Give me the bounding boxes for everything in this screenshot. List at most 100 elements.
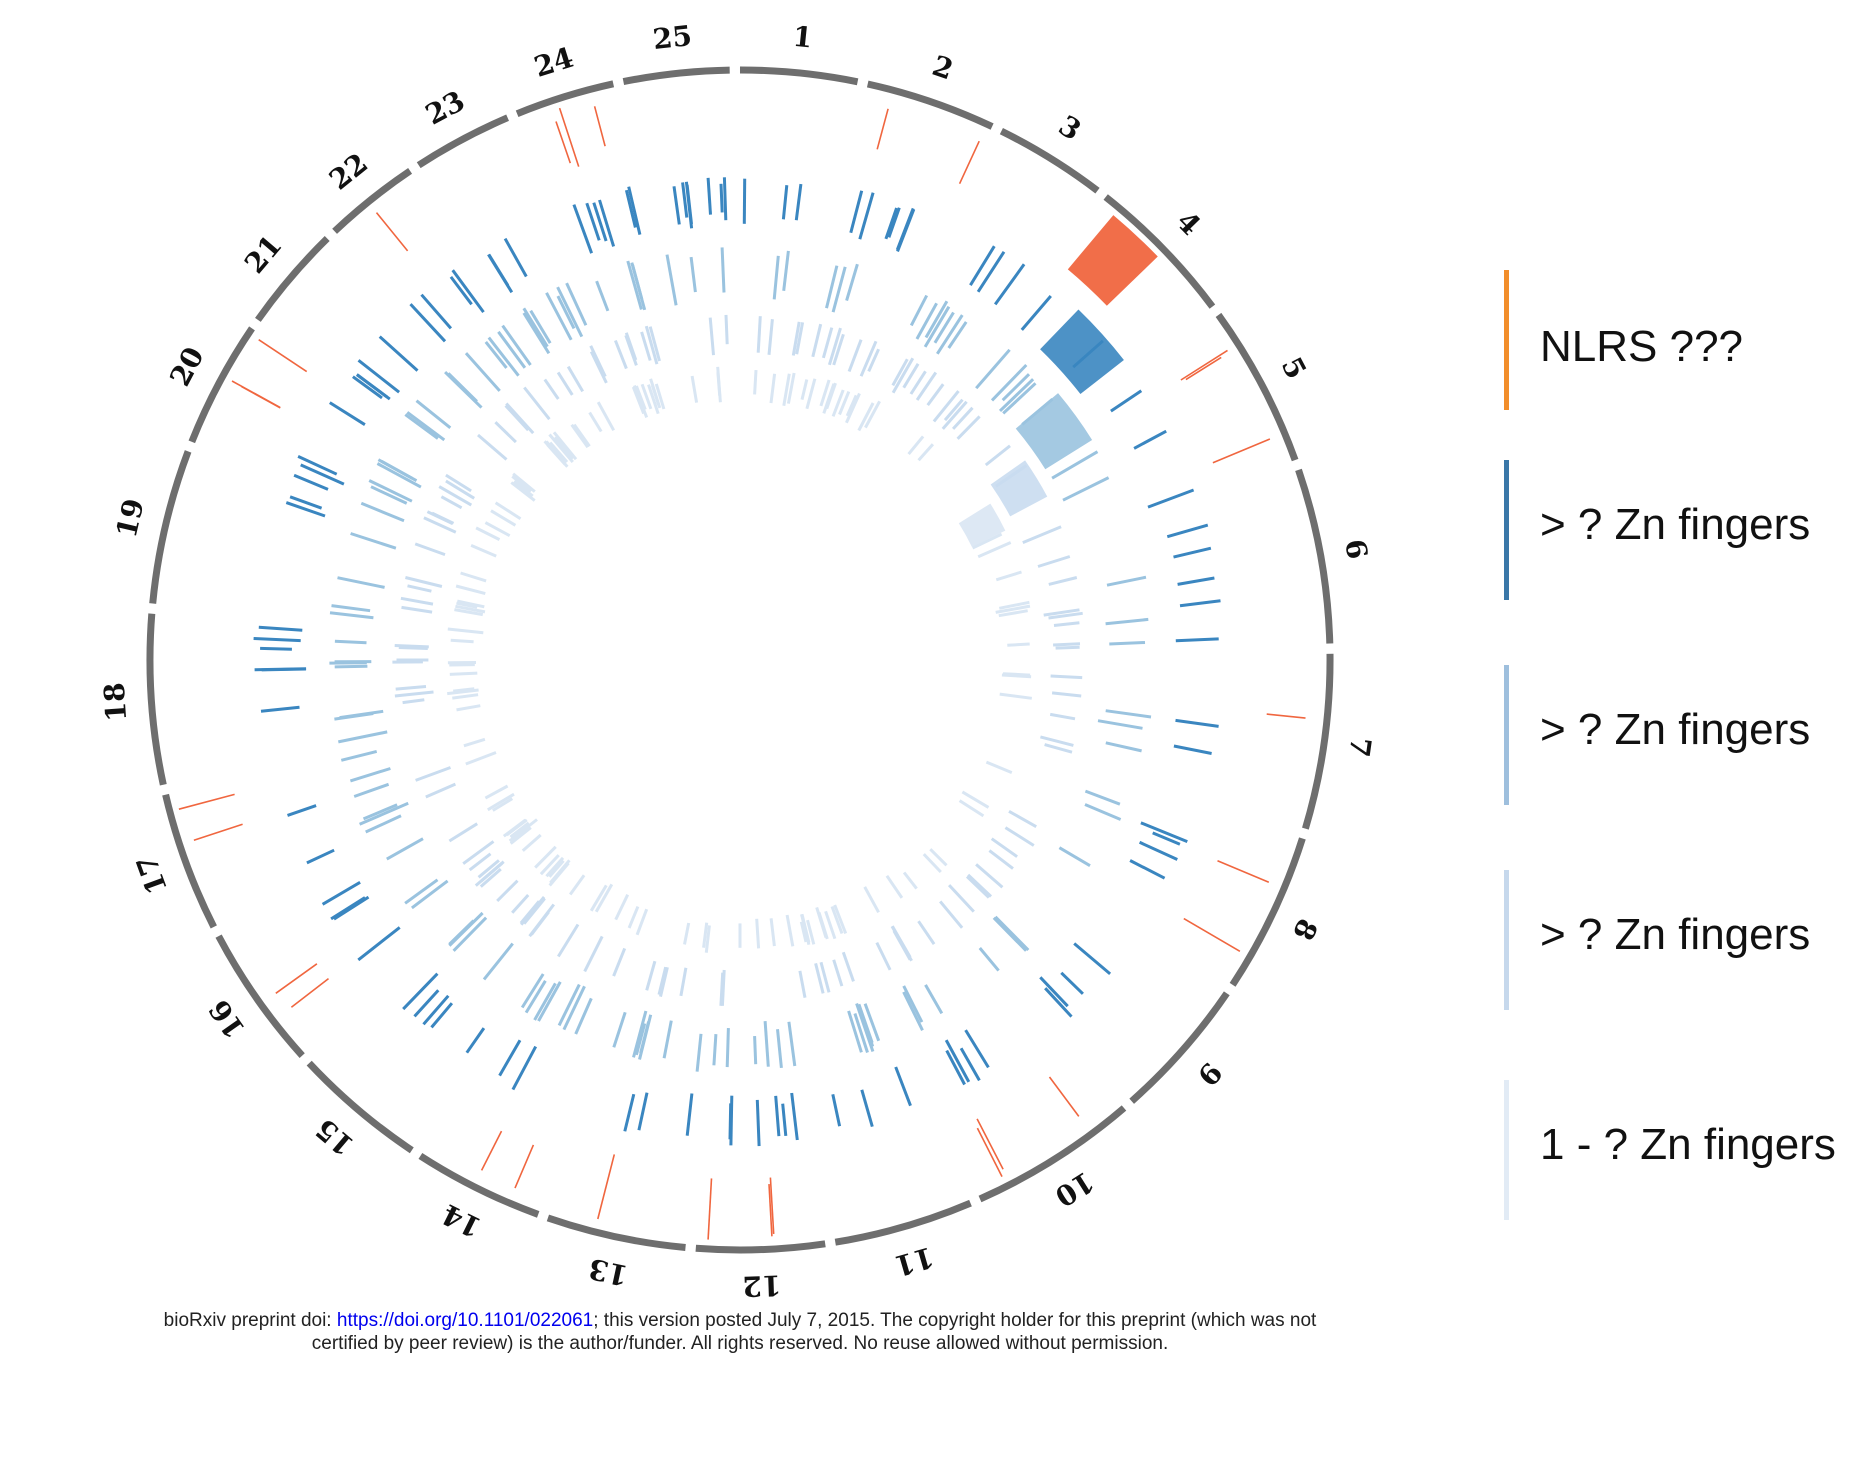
feature-tick-zn-min [830,905,844,935]
feature-tick-zn-min [596,401,616,432]
feature-tick-zn-low [1037,555,1071,568]
chromosome-label-24: 24 [530,41,577,84]
feature-tick-zn-min [755,918,761,949]
feature-tick-zn-low [395,685,427,691]
feature-tick-zn-min [929,848,948,867]
feature-tick-zn-low [556,371,574,396]
feature-tick-zn-low [1022,525,1062,544]
feature-tick-zn-low [719,972,725,1006]
feature-tick-zn-low [811,323,823,358]
legend-item-zn-high: > ? Zn fingers [1490,460,1852,600]
feature-tick-zn-min [549,859,571,884]
feature-tick-zn-low [939,900,964,929]
chromosome-arc-4 [1103,194,1216,309]
chromosome-label-20: 20 [163,342,210,392]
feature-tick-zn-mid [936,314,964,355]
feature-tick-zn-low [477,859,500,879]
feature-tick-zn-high [774,1095,781,1137]
feature-tick-zn-high [969,245,996,286]
doi-link[interactable]: https://doi.org/10.1101/022061 [336,1310,594,1331]
feature-tick-zn-low [832,959,844,987]
feature-tick-zn-min [1007,642,1030,647]
feature-tick-zn-low [941,400,968,430]
feature-tick-zn-mid [1097,719,1143,730]
feature-tick-zn-low [589,350,608,384]
feature-tick-zn-mid [464,352,501,392]
feature-tick-zn-min [799,921,808,943]
feature-tick-zn-min [907,435,925,456]
legend-item-nlrs: NLRS ??? [1490,270,1852,410]
feature-tick-zn-min [995,570,1022,582]
feature-tick-zn-high [976,250,1006,293]
feature-tick-zn-mid [370,485,408,505]
notice-line2: certified by peer review) is the author/… [311,1333,1169,1354]
feature-tick-zn-min [463,737,486,748]
feature-tick-zn-high [1175,637,1219,643]
feature-tick-zn-high [258,625,303,632]
feature-tick-zn-mid [329,611,374,620]
feature-tick-zn-high [254,667,307,672]
feature-tick-zn-low [423,516,457,534]
feature-tick-zn-high [896,208,916,252]
feature-tick-zn-mid [353,782,390,798]
feature-tick-zn-mid [1084,803,1122,821]
feature-tick-zn-low [645,960,657,991]
feature-tick-zn-min [635,908,649,936]
feature-tick-zn-low [1040,735,1074,747]
feature-tick-zn-mid [565,282,588,326]
legend-item-zn-low: > ? Zn fingers [1490,870,1852,1010]
feature-tick-zn-low [1051,691,1082,698]
feature-tick-zn-low [965,875,990,899]
feature-tick-zn-mid [1109,641,1146,646]
feature-tick-zn-mid [362,803,398,821]
feature-tick-zn-low [1043,608,1080,617]
feature-tick-zn-low [875,941,892,971]
feature-tick-zn-mid [975,348,1011,390]
feature-tick-zn-min [456,601,478,609]
chromosome-arc-16 [215,934,305,1058]
feature-tick-zn-low [612,947,627,977]
legend-label: > ? Zn fingers [1540,910,1811,959]
feature-tick-zn-mid [998,378,1035,412]
feature-tick-zn-min [490,509,517,527]
feature-tick-zn-mid [404,878,439,905]
feature-tick-zn-mid [665,254,678,306]
feature-tick-zn-low [402,698,425,705]
feature-tick-nlrs [178,793,235,810]
feature-tick-zn-min [833,904,848,934]
feature-tick-zn-mid [863,1003,881,1042]
feature-tick-zn-high [781,185,789,220]
feature-tick-zn-high [300,463,345,486]
feature-tick-zn-min [654,383,666,410]
feature-tick-zn-min [572,423,591,448]
feature-tick-zn-low [841,951,855,982]
feature-tick-zn-min [456,599,485,609]
chromosome-arc-13 [546,1214,686,1251]
feature-tick-zn-high [1129,859,1166,880]
chromosome-label-15: 15 [309,1112,360,1162]
feature-tick-zn-low [614,339,628,370]
feature-tick-zn-mid [638,1014,653,1060]
feature-tick-zn-mid [334,664,368,669]
feature-tick-zn-low [975,863,1004,889]
feature-tick-zn-mid [557,983,581,1027]
feature-tick-zn-min [614,894,630,921]
feature-tick-zn-high [685,184,693,225]
feature-tick-nlrs [1217,860,1270,884]
feature-tick-zn-mid [340,749,378,762]
feature-tick-zn-low [648,326,661,362]
feature-tick-zn-low [445,473,472,493]
feature-tick-zn-min [977,541,1012,559]
feature-tick-zn-mid [376,462,422,489]
feature-tick-zn-mid [947,321,968,349]
feature-tick-zn-high [722,177,728,221]
feature-tick-zn-mid [782,250,790,291]
feature-tick-zn-high [1152,831,1181,846]
feature-tick-zn-mid [556,295,576,330]
feature-tick-zn-low [943,398,964,422]
feature-tick-zn-high [487,253,510,287]
feature-tick-zn-high [592,202,608,242]
feature-tick-zn-high [719,183,724,213]
feature-tick-nlrs [593,106,606,147]
feature-tick-zn-mid [725,1028,730,1068]
